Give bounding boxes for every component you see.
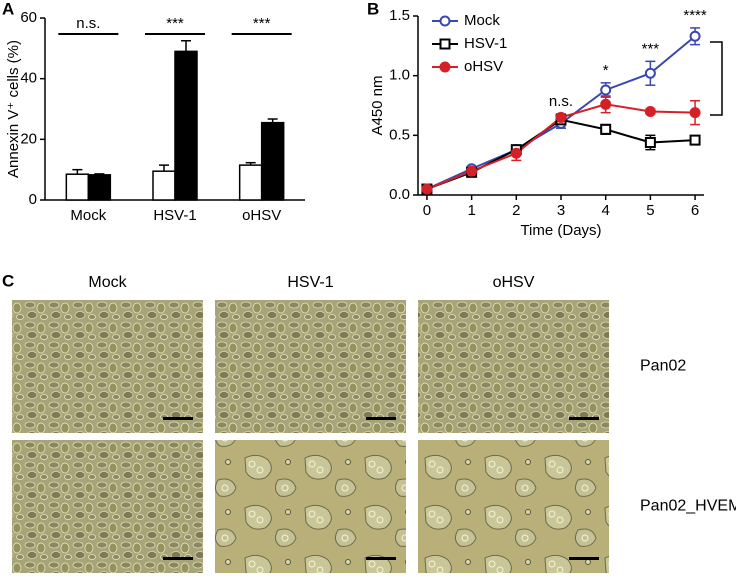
x-axis-label: Time (Days) [520, 222, 601, 239]
x-tick-label: 2 [512, 202, 520, 219]
legend-label: Mock [464, 12, 500, 29]
x-tick-label: Mock [70, 207, 106, 224]
significance-label: * [603, 62, 609, 79]
column-header: HSV-1 [287, 274, 333, 291]
marker [600, 84, 612, 96]
x-tick-label: oHSV [242, 207, 281, 224]
y-tick-label: 1.0 [389, 67, 410, 84]
micrographs [12, 300, 609, 573]
panel-label: A [2, 0, 14, 18]
series-line [426, 118, 696, 190]
marker [555, 111, 567, 123]
marker [600, 123, 612, 135]
marker [600, 98, 612, 110]
scale-bar [569, 557, 599, 560]
significance-label: *** [253, 15, 271, 32]
panel-label: C [2, 271, 14, 290]
bar [87, 174, 112, 201]
marker [689, 30, 701, 42]
row-label: Pan02_HVEM [640, 498, 736, 515]
marker [689, 107, 701, 119]
micrograph [418, 440, 609, 573]
x-tick-label: 4 [602, 202, 610, 219]
x-tick-label: 5 [646, 202, 654, 219]
bar [260, 121, 285, 201]
x-tick-label: 1 [467, 202, 475, 219]
legend-marker [439, 38, 451, 50]
bracket [710, 41, 723, 116]
significance-label: n.s. [76, 15, 100, 32]
column-header: Mock [88, 274, 127, 291]
micrograph [418, 300, 609, 433]
y-tick-label: 0.0 [389, 186, 410, 203]
bar [174, 50, 198, 201]
panel-label: B [367, 0, 379, 18]
marker [510, 147, 522, 159]
micrograph [215, 440, 406, 573]
micrograph [215, 300, 406, 433]
x-tick-label: 3 [557, 202, 565, 219]
micrograph [12, 300, 203, 433]
legend-label: oHSV [464, 58, 503, 75]
scale-bar [366, 417, 396, 420]
y-tick-label: 1.5 [389, 7, 410, 24]
legend-label: HSV-1 [464, 35, 507, 52]
micrograph [12, 440, 203, 573]
y-tick-label: 0.5 [389, 126, 410, 143]
marker [689, 134, 701, 146]
x-tick-label: 0 [423, 202, 431, 219]
marker [421, 183, 433, 195]
y-tick-label: 0 [29, 191, 37, 208]
legend-marker [439, 15, 451, 27]
legend-marker [439, 61, 451, 73]
bar [65, 173, 90, 201]
y-tick-label: 20 [20, 130, 37, 147]
marker [644, 136, 656, 148]
y-axis-label: A450 nm [369, 75, 386, 135]
significance-label: **** [683, 7, 707, 24]
row-label: Pan02 [640, 358, 686, 375]
x-tick-label: 6 [691, 202, 699, 219]
y-axis-label: Annexin V⁺ cells (%) [5, 40, 22, 178]
scale-bar [163, 417, 193, 420]
y-tick-label: 60 [20, 9, 37, 26]
y-tick-label: 40 [20, 70, 37, 87]
marker [644, 105, 656, 117]
column-header: oHSV [493, 274, 535, 291]
significance-label: *** [166, 15, 184, 32]
bar [238, 164, 263, 201]
scale-bar [569, 417, 599, 420]
significance-label: *** [642, 40, 660, 57]
bar [152, 170, 176, 201]
scale-bar [163, 557, 193, 560]
marker [466, 165, 478, 177]
significance-label: n.s. [549, 93, 573, 110]
marker [644, 67, 656, 79]
scale-bar [366, 557, 396, 560]
x-tick-label: HSV-1 [153, 207, 196, 224]
